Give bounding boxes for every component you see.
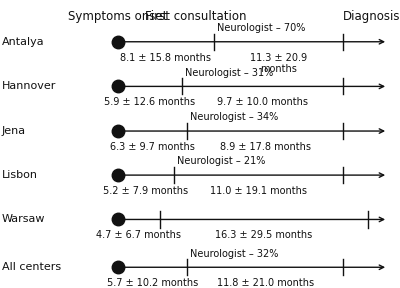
Text: 5.9 ± 12.6 months: 5.9 ± 12.6 months bbox=[104, 97, 196, 107]
Text: Warsaw: Warsaw bbox=[2, 215, 46, 224]
Text: Neurologist – 34%: Neurologist – 34% bbox=[190, 112, 279, 122]
Text: 5.2 ± 7.9 months: 5.2 ± 7.9 months bbox=[104, 186, 188, 196]
Text: Symptoms onset: Symptoms onset bbox=[68, 10, 168, 23]
Text: 11.0 ± 19.1 months: 11.0 ± 19.1 months bbox=[210, 186, 307, 196]
Text: All centers: All centers bbox=[2, 262, 61, 272]
Text: Hannover: Hannover bbox=[2, 82, 56, 91]
Text: 8.9 ± 17.8 months: 8.9 ± 17.8 months bbox=[220, 142, 311, 152]
Text: 4.7 ± 6.7 months: 4.7 ± 6.7 months bbox=[96, 230, 182, 240]
Text: First consultation: First consultation bbox=[145, 10, 247, 23]
Text: Diagnosis: Diagnosis bbox=[343, 10, 400, 23]
Text: Neurologist – 70%: Neurologist – 70% bbox=[217, 23, 306, 33]
Text: Lisbon: Lisbon bbox=[2, 170, 38, 180]
Text: 11.3 ± 20.9
months: 11.3 ± 20.9 months bbox=[250, 53, 307, 74]
Text: 6.3 ± 9.7 months: 6.3 ± 9.7 months bbox=[110, 142, 195, 152]
Text: 8.1 ± 15.8 months: 8.1 ± 15.8 months bbox=[120, 53, 212, 63]
Text: 9.7 ± 10.0 months: 9.7 ± 10.0 months bbox=[217, 97, 308, 107]
Text: Antalya: Antalya bbox=[2, 37, 45, 47]
Text: Neurologist – 31%: Neurologist – 31% bbox=[185, 68, 274, 78]
Text: Jena: Jena bbox=[2, 126, 26, 136]
Text: Neurologist – 32%: Neurologist – 32% bbox=[190, 249, 279, 259]
Text: 5.7 ± 10.2 months: 5.7 ± 10.2 months bbox=[107, 278, 198, 288]
Text: Neurologist – 21%: Neurologist – 21% bbox=[177, 156, 266, 166]
Text: 16.3 ± 29.5 months: 16.3 ± 29.5 months bbox=[215, 230, 313, 240]
Text: 11.8 ± 21.0 months: 11.8 ± 21.0 months bbox=[217, 278, 314, 288]
